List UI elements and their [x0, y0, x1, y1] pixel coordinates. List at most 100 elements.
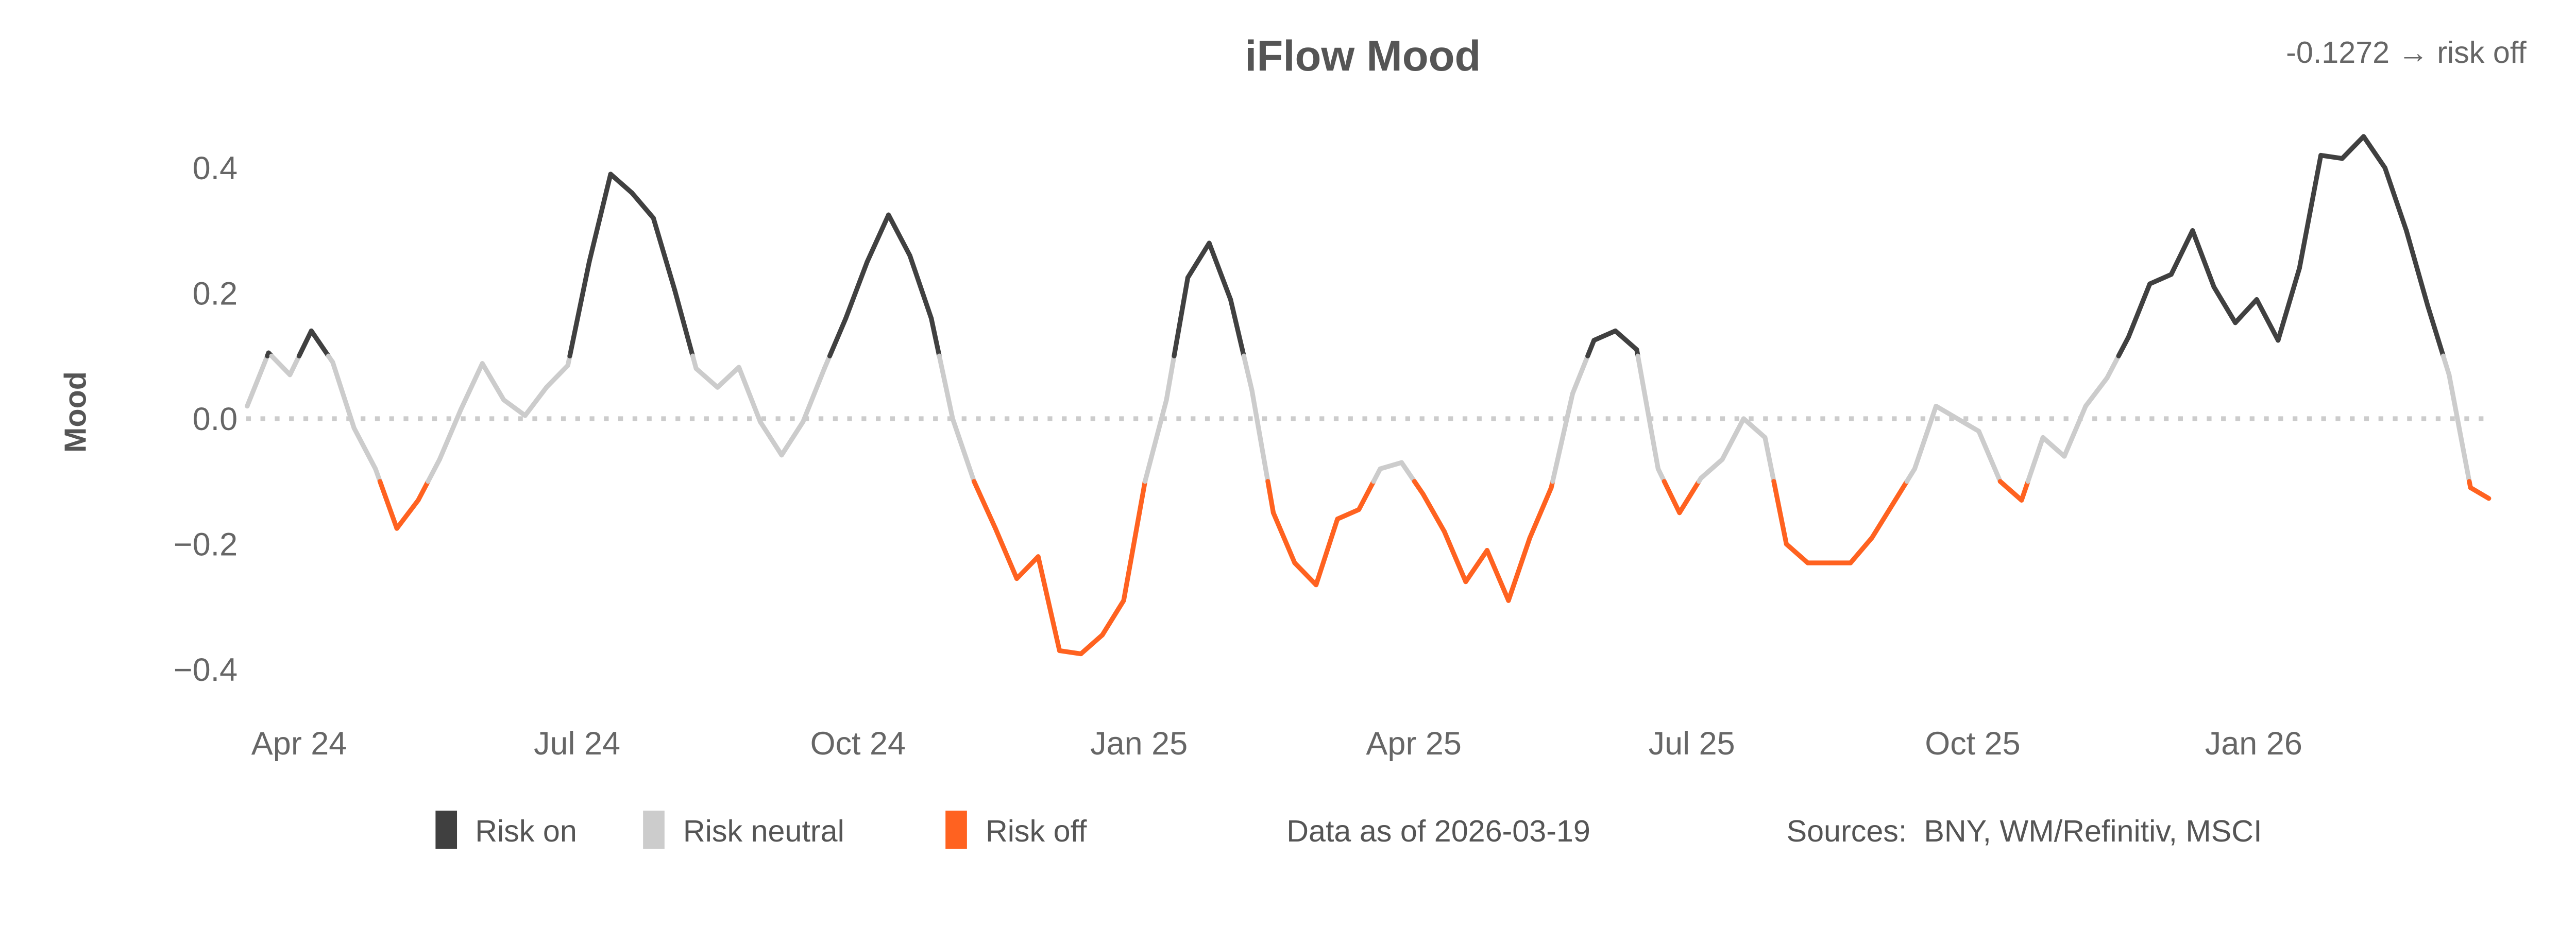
series-segment-risk-neutral — [480, 361, 506, 403]
y-tick-label: −0.4 — [174, 652, 238, 688]
series-segment-risk-neutral — [544, 363, 570, 390]
series-segment-risk-on — [2190, 228, 2216, 289]
series-segment-risk-off — [1420, 491, 1447, 534]
series-segment-risk-neutral — [459, 361, 485, 412]
series-segment-risk-neutral — [2105, 353, 2121, 381]
series-segment-risk-off — [1662, 479, 1682, 516]
series-segment-risk-neutral — [245, 353, 270, 409]
series-segment-risk-off — [377, 479, 399, 531]
series-segment-risk-on — [2116, 335, 2131, 358]
series-segment-risk-off — [1356, 479, 1376, 512]
legend-swatch-risk-on — [435, 811, 457, 849]
series-segment-risk-off — [1057, 648, 1083, 657]
series-segment-risk-on — [2168, 228, 2195, 277]
series-segment-risk-off — [1463, 548, 1490, 585]
legend-swatch-risk-off — [945, 811, 967, 849]
series-segment-risk-on — [827, 316, 849, 358]
series-segment-risk-neutral — [736, 365, 763, 424]
series-segment-risk-neutral — [1976, 428, 2003, 484]
x-axis-ticks: Apr 24 Jul 24 Oct 24 Jan 25 Apr 25 Jul 25 Oct … — [251, 726, 2302, 762]
series-segment-risk-neutral — [1142, 397, 1169, 484]
series-segment-risk-on — [1228, 297, 1246, 358]
series-segment-risk-on — [1585, 338, 1597, 358]
series-segment-risk-neutral — [1399, 460, 1417, 484]
series-segment-risk-neutral — [501, 397, 528, 418]
series-segment-risk-neutral — [1720, 416, 1747, 462]
series-segment-risk-on — [1185, 241, 1212, 280]
series-segment-risk-on — [2254, 297, 2281, 343]
x-tick-label: Jan 26 — [2205, 726, 2302, 762]
series-segment-risk-on — [2382, 165, 2409, 233]
series-segment-risk-neutral — [1249, 388, 1270, 484]
series-segment-risk-on — [1613, 328, 1639, 352]
series-segment-risk-off — [1265, 479, 1276, 516]
x-tick-label: Jul 25 — [1649, 726, 1735, 762]
series-segment-risk-neutral — [437, 407, 464, 462]
iflow-mood-chart: iFlow Mood -0.1272 → risk off Mood 0.40.… — [58, 32, 2527, 849]
series-segment-risk-neutral — [330, 359, 357, 431]
series-segment-risk-on — [2297, 152, 2324, 271]
series-segment-risk-on — [651, 215, 677, 293]
series-segment-risk-on — [567, 259, 592, 358]
series-segment-risk-off — [1412, 479, 1426, 496]
x-tick-label: Apr 24 — [251, 726, 347, 762]
series-segment-risk-on — [2318, 152, 2345, 161]
series-segment-risk-off — [1784, 541, 1810, 565]
series-segment-risk-neutral — [426, 457, 442, 484]
series-segment-risk-off — [1292, 560, 1319, 588]
y-axis-label: Mood — [58, 371, 93, 453]
legend-label-risk-off: Risk off — [986, 814, 1087, 848]
series-segment-risk-neutral — [1762, 435, 1776, 484]
series-segment-risk-neutral — [1904, 466, 1917, 484]
y-axis-ticks: 0.4 0.2 0.0 −0.2 −0.4 — [174, 150, 238, 688]
series-segment-risk-neutral — [1698, 457, 1725, 481]
series-segment-risk-off — [1484, 548, 1511, 603]
legend-label-risk-on: Risk on — [475, 814, 577, 848]
series-segment-risk-off — [1014, 554, 1041, 581]
series-segment-risk-on — [2404, 228, 2430, 308]
series-segment-risk-on — [1207, 241, 1233, 302]
series-segment-risk-on — [2276, 266, 2302, 343]
series-segment-risk-on — [2147, 272, 2174, 286]
series-segment-risk-off — [1121, 479, 1148, 603]
series-segment-risk-off — [2019, 479, 2030, 503]
series-segment-risk-on — [309, 328, 331, 358]
x-tick-label: Apr 25 — [1366, 726, 1461, 762]
x-tick-label: Jul 24 — [534, 726, 620, 762]
x-tick-label: Oct 24 — [810, 726, 906, 762]
series-segment-risk-neutral — [1378, 460, 1404, 471]
series-segment-risk-neutral — [2447, 372, 2472, 484]
series-segment-risk-neutral — [2062, 403, 2088, 459]
series-segment-risk-neutral — [522, 385, 549, 418]
series-segment-risk-off — [1771, 479, 1789, 547]
chart-title: iFlow Mood — [1245, 32, 1481, 80]
series-segment-risk-off — [1442, 529, 1468, 585]
series-segment-risk-neutral — [1635, 353, 1661, 471]
series-segment-risk-neutral — [693, 366, 720, 390]
series-segment-risk-off — [1677, 479, 1702, 516]
series-segment-risk-off — [993, 526, 1020, 581]
y-tick-label: 0.4 — [193, 150, 238, 186]
series-segment-risk-off — [1891, 479, 1909, 506]
series-segment-risk-neutral — [937, 353, 955, 421]
series-segment-risk-off — [1997, 479, 2024, 503]
series-segment-risk-neutral — [287, 353, 302, 377]
series-segment-risk-off — [1270, 510, 1297, 565]
series-segment-risk-neutral — [2025, 435, 2045, 484]
series-segment-risk-neutral — [269, 353, 293, 377]
series-segment-risk-neutral — [1955, 416, 1981, 434]
series-segment-risk-on — [907, 253, 934, 321]
series-segment-risk-on — [2425, 303, 2446, 358]
series-segment-risk-on — [2340, 134, 2366, 161]
series-segment-risk-neutral — [1934, 403, 1960, 421]
series-segment-risk-neutral — [779, 419, 806, 458]
series-segment-risk-off — [1099, 598, 1126, 638]
series-segment-risk-off — [1848, 535, 1874, 565]
legend: Risk on Risk neutral Risk off Data as of… — [435, 811, 2262, 849]
series-segment-risk-neutral — [2083, 375, 2110, 409]
y-tick-label: 0.2 — [193, 276, 238, 312]
series-segment-risk-off — [1335, 507, 1362, 522]
series-segment-risk-neutral — [758, 419, 784, 458]
series-segment-risk-neutral — [1164, 353, 1177, 403]
series-segment-risk-neutral — [715, 365, 741, 390]
